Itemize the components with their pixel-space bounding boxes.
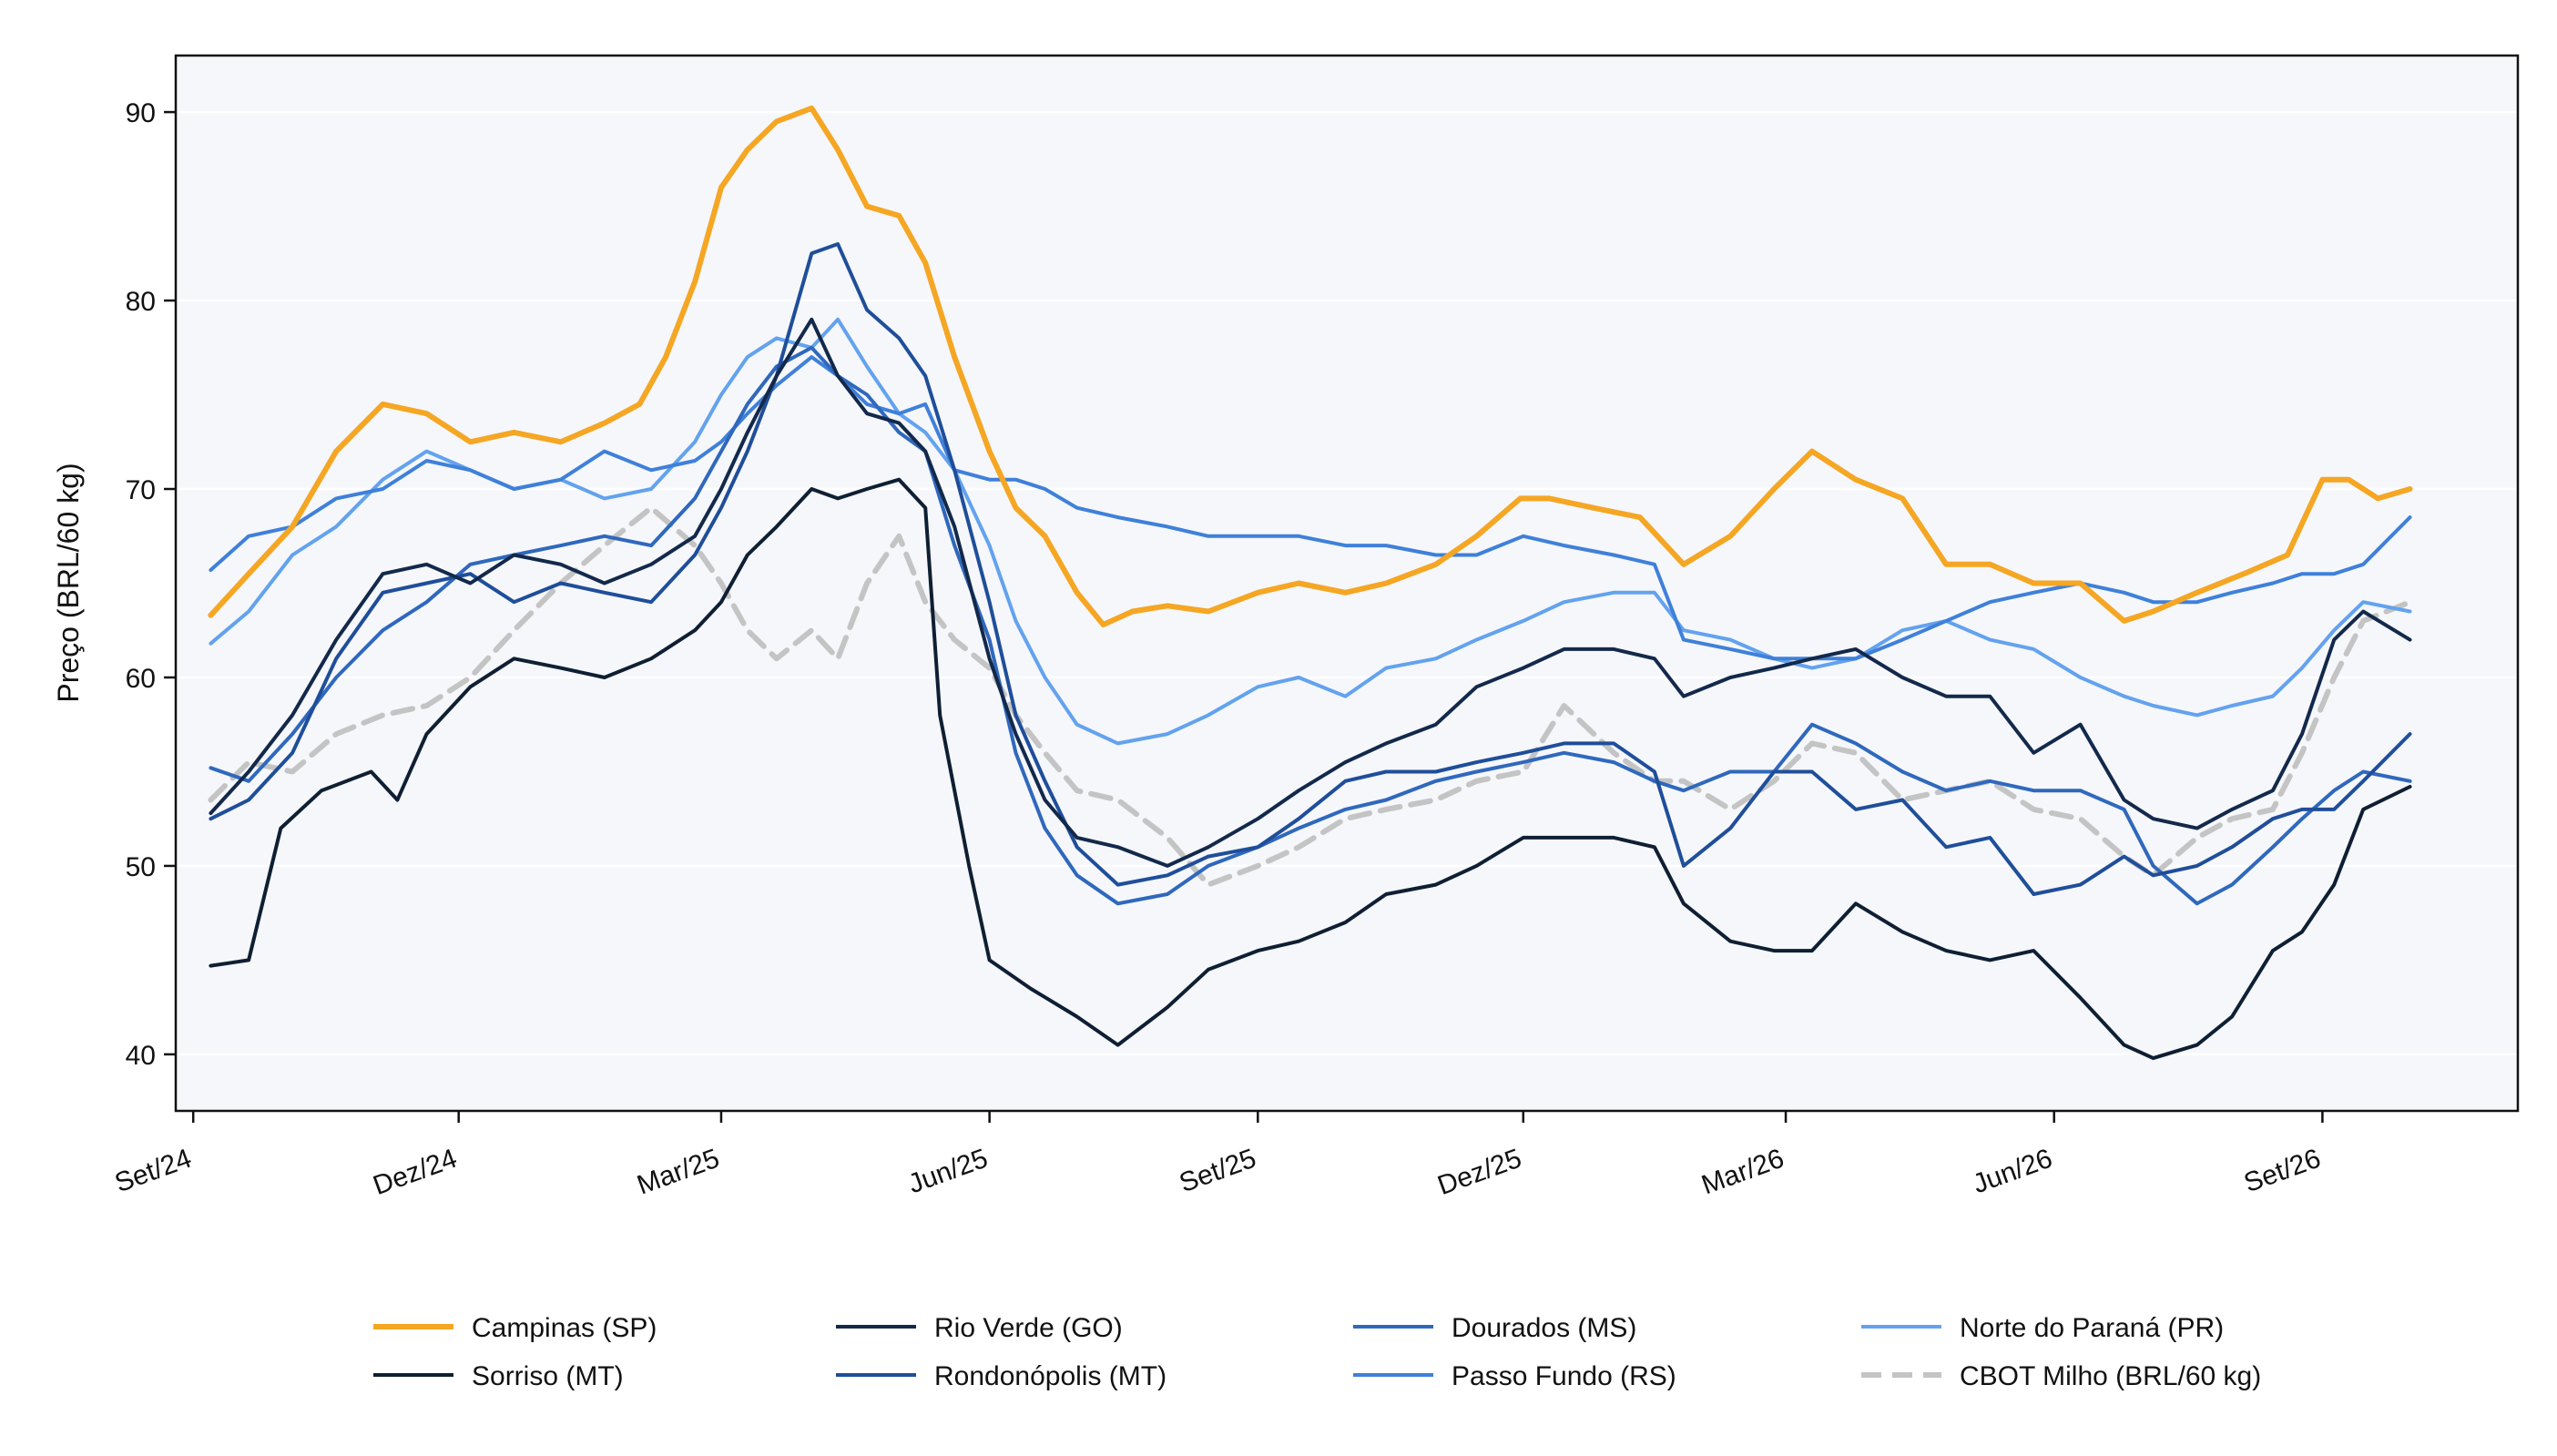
series-line-sorriso-mt bbox=[209, 477, 2412, 1061]
y-tick-label: 60 bbox=[126, 664, 156, 694]
legend: Campinas (SP) Sorriso (MT) Rio Verde (GO) R… bbox=[373, 1313, 2261, 1391]
y-tick-label: 50 bbox=[126, 852, 156, 882]
series-line-cbot-milho-brl-60-kg bbox=[208, 504, 2413, 888]
y-tick-label: 80 bbox=[126, 287, 156, 317]
legend-item: Dourados (MS) bbox=[1353, 1313, 1636, 1343]
y-tick-label: 40 bbox=[126, 1041, 156, 1071]
y-axis: 40 50 60 70 80 90 bbox=[126, 98, 176, 1071]
legend-item: Campinas (SP) bbox=[373, 1313, 657, 1343]
series-line-rio-verde-go bbox=[209, 317, 2412, 868]
y-tick-label: 90 bbox=[126, 98, 156, 128]
series-line-campinas-sp bbox=[208, 105, 2413, 627]
series-group bbox=[208, 105, 2413, 1061]
legend-item: Passo Fundo (RS) bbox=[1353, 1361, 1676, 1391]
legend-label: Norte do Paraná (PR) bbox=[1960, 1313, 2224, 1343]
y-axis-label: Preço (BRL/60 kg) bbox=[52, 463, 85, 702]
plot-area bbox=[176, 56, 2518, 1111]
legend-label: Rio Verde (GO) bbox=[934, 1313, 1123, 1343]
legend-item: Rondonópolis (MT) bbox=[836, 1361, 1166, 1391]
series-line-rondonopolis-mt bbox=[209, 242, 2412, 896]
y-tick-label: 70 bbox=[126, 475, 156, 505]
series-line-passo-fundo-rs bbox=[209, 355, 2412, 661]
legend-label: Passo Fundo (RS) bbox=[1452, 1361, 1676, 1391]
series-line-norte-do-parana-pr bbox=[209, 317, 2412, 746]
plot-frame bbox=[174, 54, 2520, 1113]
gridlines bbox=[176, 110, 2518, 1056]
legend-item: Sorriso (MT) bbox=[373, 1361, 624, 1391]
legend-item: Rio Verde (GO) bbox=[836, 1313, 1123, 1343]
legend-label: Dourados (MS) bbox=[1452, 1313, 1636, 1343]
legend-label: Sorriso (MT) bbox=[472, 1361, 624, 1391]
legend-item: CBOT Milho (BRL/60 kg) bbox=[1861, 1361, 2261, 1391]
legend-label: Campinas (SP) bbox=[472, 1313, 657, 1343]
legend-label: CBOT Milho (BRL/60 kg) bbox=[1960, 1361, 2261, 1391]
legend-label: Rondonópolis (MT) bbox=[934, 1361, 1166, 1391]
legend-item: Norte do Paraná (PR) bbox=[1861, 1313, 2224, 1343]
